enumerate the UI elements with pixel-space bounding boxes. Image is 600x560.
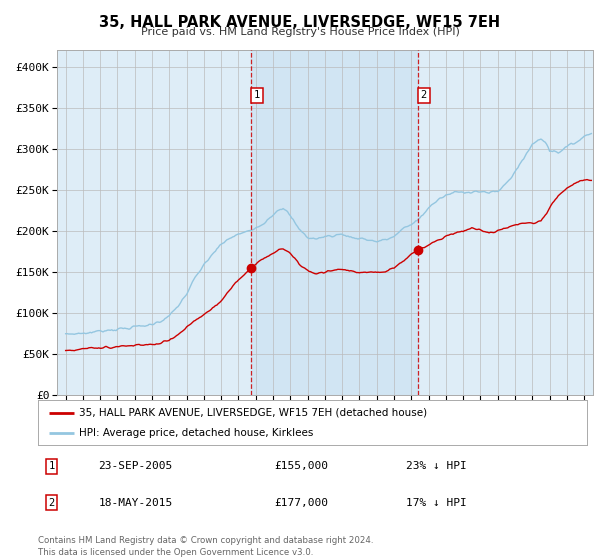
Text: 1: 1 <box>254 90 260 100</box>
Text: HPI: Average price, detached house, Kirklees: HPI: Average price, detached house, Kirk… <box>79 428 313 438</box>
Text: 18-MAY-2015: 18-MAY-2015 <box>98 498 173 507</box>
Text: This data is licensed under the Open Government Licence v3.0.: This data is licensed under the Open Gov… <box>38 548 313 557</box>
Text: 2: 2 <box>421 90 427 100</box>
Text: 35, HALL PARK AVENUE, LIVERSEDGE, WF15 7EH (detached house): 35, HALL PARK AVENUE, LIVERSEDGE, WF15 7… <box>79 408 427 418</box>
Text: 2: 2 <box>49 498 55 507</box>
Text: Contains HM Land Registry data © Crown copyright and database right 2024.: Contains HM Land Registry data © Crown c… <box>38 536 373 545</box>
Text: £155,000: £155,000 <box>274 461 328 471</box>
Text: 1: 1 <box>49 461 55 471</box>
Text: 23-SEP-2005: 23-SEP-2005 <box>98 461 173 471</box>
Bar <box>251 50 418 395</box>
Text: £177,000: £177,000 <box>274 498 328 507</box>
Text: 17% ↓ HPI: 17% ↓ HPI <box>406 498 467 507</box>
Text: Price paid vs. HM Land Registry's House Price Index (HPI): Price paid vs. HM Land Registry's House … <box>140 27 460 37</box>
Text: 23% ↓ HPI: 23% ↓ HPI <box>406 461 467 471</box>
Text: 35, HALL PARK AVENUE, LIVERSEDGE, WF15 7EH: 35, HALL PARK AVENUE, LIVERSEDGE, WF15 7… <box>100 15 500 30</box>
